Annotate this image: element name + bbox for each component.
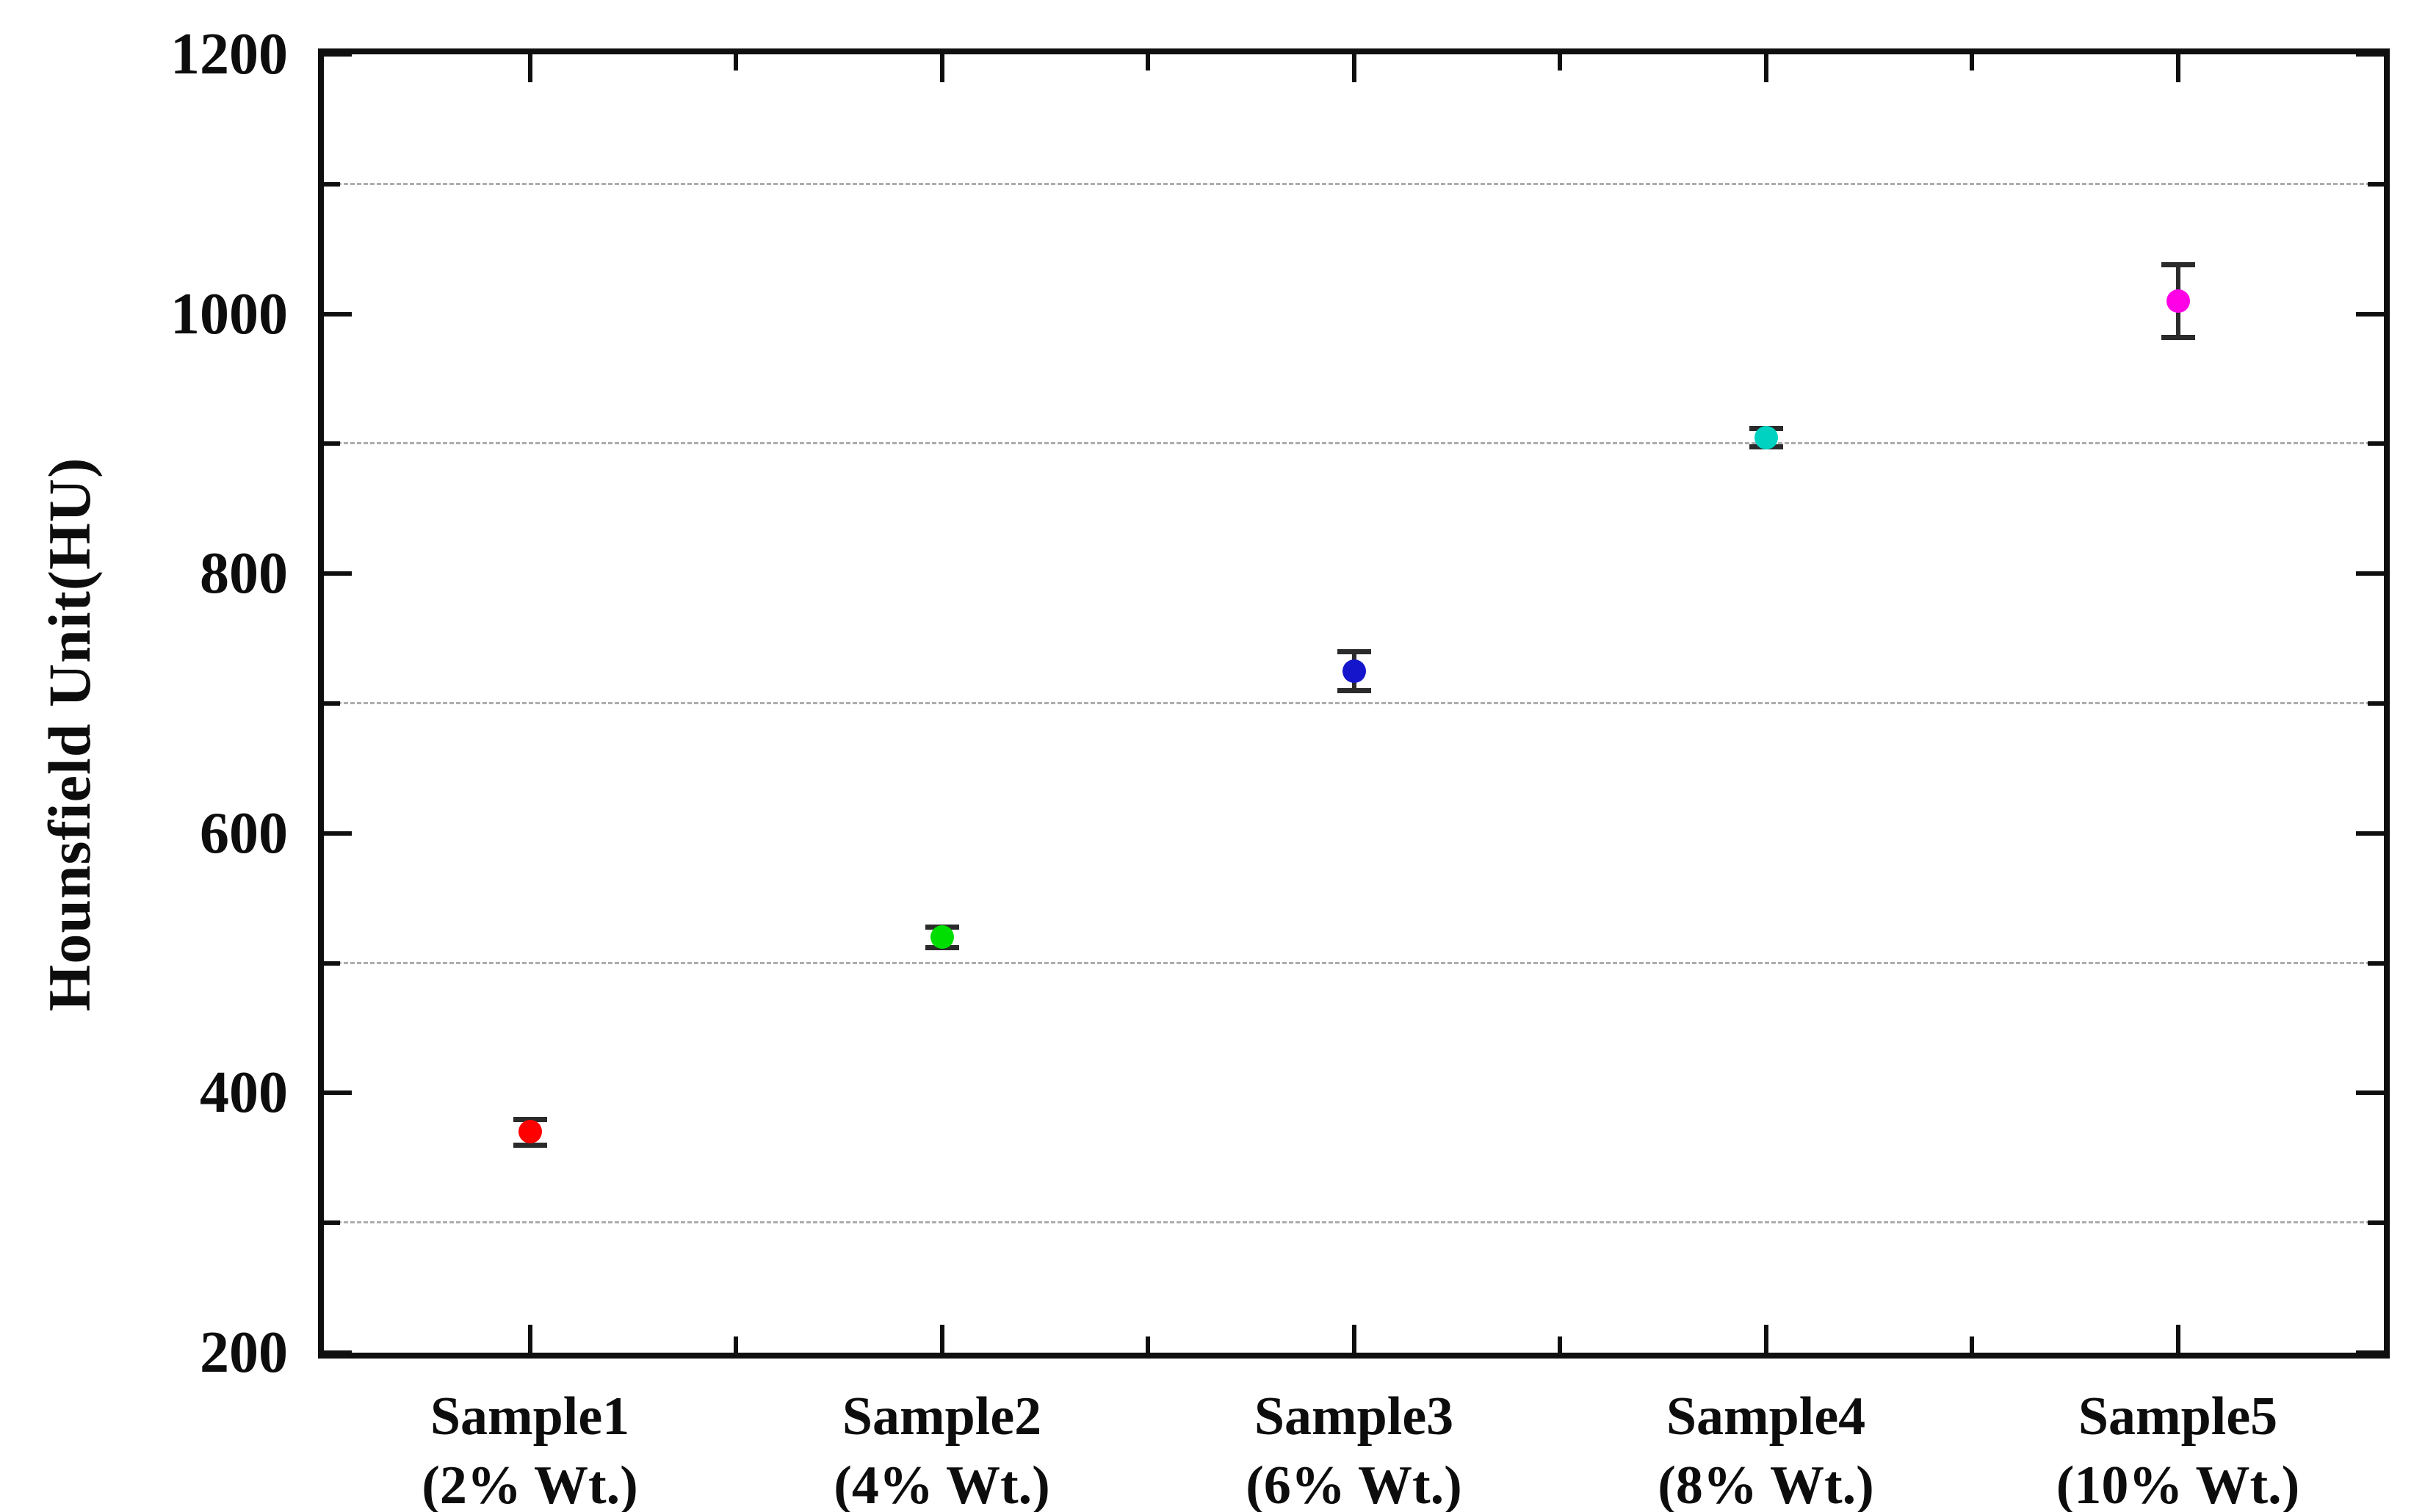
x-minor-tick — [734, 54, 738, 70]
y-minor-tick — [2368, 181, 2384, 187]
y-minor-tick — [324, 1220, 340, 1226]
x-major-tick — [2175, 1325, 2180, 1353]
x-major-tick — [527, 54, 532, 82]
x-category-label-name: Sample3 — [1254, 1386, 1454, 1447]
x-minor-tick — [734, 1336, 738, 1353]
y-major-tick — [2356, 52, 2384, 57]
y-major-tick — [324, 311, 352, 316]
data-point-marker-sample4 — [1754, 425, 1778, 449]
y-minor-tick — [2368, 1220, 2384, 1226]
y-major-tick — [324, 831, 352, 836]
x-category-label: Sample1 (2% Wt.) — [303, 1382, 758, 1512]
y-minor-tick — [2368, 701, 2384, 706]
x-major-tick — [1351, 54, 1356, 82]
y-tick-label: 1000 — [170, 281, 288, 347]
y-minor-tick — [324, 441, 340, 446]
y-major-tick — [324, 1090, 352, 1096]
y-major-tick — [2356, 1090, 2384, 1096]
y-tick-label: 200 — [200, 1320, 288, 1385]
x-minor-tick — [1146, 54, 1150, 70]
y-tick-label: 400 — [200, 1060, 288, 1126]
x-category-label-concentration: (10% Wt.) — [2056, 1455, 2300, 1512]
x-major-tick — [1763, 54, 1768, 82]
x-category-label-concentration: (6% Wt.) — [1246, 1455, 1462, 1512]
y-major-tick — [2356, 571, 2384, 576]
gridline — [324, 961, 2384, 964]
x-category-label-concentration: (8% Wt.) — [1658, 1455, 1874, 1512]
x-major-tick — [1763, 1325, 1768, 1353]
gridline — [324, 1221, 2384, 1224]
x-major-tick — [1351, 1325, 1356, 1353]
y-major-tick — [324, 52, 352, 57]
error-bar-cap-top — [2161, 262, 2195, 268]
y-minor-tick — [324, 701, 340, 706]
x-category-label-name: Sample4 — [1666, 1386, 1866, 1447]
x-minor-tick — [1558, 1336, 1562, 1353]
x-category-label-name: Sample1 — [430, 1386, 630, 1447]
x-minor-tick — [1558, 54, 1562, 70]
x-major-tick — [2175, 54, 2180, 82]
gridline — [324, 442, 2384, 445]
x-category-label-name: Sample5 — [2078, 1386, 2278, 1447]
data-point-marker-sample5 — [2166, 289, 2190, 313]
error-bar-cap-bottom — [2161, 335, 2195, 341]
y-major-tick — [2356, 311, 2384, 316]
x-minor-tick — [1146, 1336, 1150, 1353]
y-major-tick — [324, 1350, 352, 1355]
y-minor-tick — [324, 181, 340, 187]
y-tick-label: 800 — [200, 541, 288, 607]
y-tick-label: 600 — [200, 800, 288, 866]
x-category-label: Sample5 (10% Wt.) — [1951, 1382, 2406, 1512]
y-tick-label: 1200 — [170, 22, 288, 87]
y-major-tick — [2356, 1350, 2384, 1355]
y-major-tick — [324, 571, 352, 576]
data-point-marker-sample2 — [930, 925, 954, 949]
error-bar-cap-bottom — [1337, 688, 1371, 694]
x-minor-tick — [1970, 54, 1974, 70]
data-point-marker-sample1 — [518, 1120, 542, 1144]
x-category-label-concentration: (4% Wt.) — [834, 1455, 1050, 1512]
gridline — [324, 182, 2384, 185]
x-category-label: Sample2 (4% Wt.) — [715, 1382, 1170, 1512]
x-minor-tick — [1970, 1336, 1974, 1353]
data-point-marker-sample3 — [1342, 659, 1366, 683]
y-major-tick — [2356, 831, 2384, 836]
x-major-tick — [527, 1325, 532, 1353]
y-minor-tick — [324, 961, 340, 966]
x-category-label-concentration: (2% Wt.) — [422, 1455, 638, 1512]
x-major-tick — [939, 1325, 944, 1353]
y-minor-tick — [2368, 441, 2384, 446]
error-bar-cap-top — [1337, 649, 1371, 655]
error-bar-cap-top — [513, 1116, 547, 1122]
x-category-label: Sample3 (6% Wt.) — [1127, 1382, 1582, 1512]
x-category-label-name: Sample2 — [842, 1386, 1042, 1447]
plot-frame — [318, 48, 2390, 1359]
gridline — [324, 702, 2384, 704]
error-bar-cap-bottom — [513, 1143, 547, 1149]
y-axis-title: Hounsfield Unit(HU) — [36, 457, 103, 1012]
x-major-tick — [939, 54, 944, 82]
y-minor-tick — [2368, 961, 2384, 966]
x-category-label: Sample4 (8% Wt.) — [1539, 1382, 1994, 1512]
